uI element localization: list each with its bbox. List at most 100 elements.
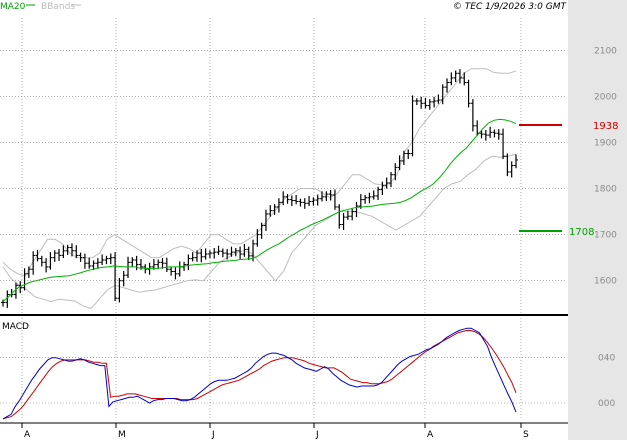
ohlc-bar xyxy=(462,72,467,86)
ohlc-bar xyxy=(440,84,445,105)
ohlc-bar xyxy=(276,198,281,213)
ohlc-bar xyxy=(212,248,217,259)
ohlc-bar xyxy=(220,248,225,258)
month-tick-label: S xyxy=(523,430,529,440)
ohlc-bar xyxy=(453,70,458,83)
ohlc-bar xyxy=(160,258,165,269)
ohlc-bar xyxy=(363,195,368,204)
ohlc-bar xyxy=(156,259,161,269)
ohlc-bar xyxy=(65,244,70,255)
ohlc-bar xyxy=(238,246,243,260)
ohlc-bar xyxy=(164,257,169,272)
ohlc-bar xyxy=(18,281,23,294)
ohlc-bar xyxy=(449,72,454,86)
ohlc-bar xyxy=(483,130,488,141)
ohlc-bar xyxy=(13,282,18,299)
ohlc-bar xyxy=(393,163,398,181)
copyright-text: © TEC 1/9/2026 3:0 GMT xyxy=(453,2,568,12)
ohlc-bar xyxy=(354,201,359,218)
ohlc-bar xyxy=(328,189,333,201)
month-tick-label: A xyxy=(24,430,31,440)
ohlc-bar xyxy=(26,266,31,278)
price-tick-label: 1600 xyxy=(594,277,617,287)
ohlc-bar xyxy=(406,149,411,160)
ohlc-bar xyxy=(216,245,221,255)
price-tick-label: 1900 xyxy=(594,138,617,148)
ohlc-bar xyxy=(74,245,79,259)
ohlc-bar xyxy=(397,155,402,171)
ohlc-bar xyxy=(337,204,342,229)
ohlc-bar xyxy=(367,192,372,204)
ohlc-bar xyxy=(173,267,178,280)
ohlc-bar xyxy=(272,204,277,215)
price-tick-label: 1800 xyxy=(594,185,617,195)
ohlc-bar xyxy=(82,253,87,269)
price-tick-label: 2100 xyxy=(594,46,617,56)
month-tick-label: A xyxy=(427,430,434,440)
ohlc-bar xyxy=(255,229,260,247)
ohlc-bar xyxy=(358,194,363,209)
ohlc-bar xyxy=(108,253,113,265)
ohlc-bar xyxy=(414,98,419,106)
support-label: 1708 xyxy=(569,227,594,238)
ohlc-bar xyxy=(242,243,247,257)
ohlc-bar xyxy=(78,252,83,262)
resistance-label: 1938 xyxy=(593,121,618,132)
ohlc-bar xyxy=(376,186,381,201)
ma20-legend-label: MA20 xyxy=(0,2,26,12)
month-tick-label: J xyxy=(315,430,319,440)
ohlc-bar xyxy=(52,250,57,262)
ohlc-bar xyxy=(199,248,204,263)
ohlc-bar xyxy=(39,255,44,267)
right-axis-band xyxy=(568,0,627,440)
ohlc-bar xyxy=(1,299,5,307)
ohlc-bar xyxy=(436,94,441,104)
ohlc-bar xyxy=(190,252,195,262)
ohlc-bar xyxy=(259,222,264,239)
ohlc-bar xyxy=(341,212,346,231)
ohlc-bar xyxy=(479,130,484,139)
macd-line xyxy=(2,327,517,420)
ohlc-bar xyxy=(194,250,199,262)
ohlc-bar xyxy=(113,252,118,302)
bbands-legend-label: BBands xyxy=(41,2,75,12)
ohlc-bar xyxy=(294,195,299,205)
ohlc-bar xyxy=(345,210,350,220)
ohlc-bar xyxy=(384,177,389,189)
ohlc-bar xyxy=(57,248,62,261)
ohlc-bar xyxy=(268,205,273,217)
ohlc-bar xyxy=(246,246,251,260)
ohlc-bar xyxy=(186,254,191,271)
ohlc-bar xyxy=(332,189,337,210)
ohlc-bar xyxy=(229,246,234,257)
ohlc-bar xyxy=(496,129,501,140)
ohlc-bar xyxy=(263,209,268,231)
ohlc-bar xyxy=(134,255,139,271)
ohlc-bar xyxy=(121,271,126,287)
ohlc-bar xyxy=(177,261,182,277)
ohlc-bar xyxy=(401,150,406,166)
ohlc-bar xyxy=(427,99,432,110)
macd-panel-title: MACD xyxy=(2,322,29,332)
ohlc-bar xyxy=(501,128,506,160)
ohlc-bar xyxy=(225,248,230,260)
ohlc-bar xyxy=(35,249,40,262)
ohlc-bar xyxy=(22,268,27,291)
ohlc-bar xyxy=(419,96,424,109)
ohlc-bar xyxy=(423,97,428,109)
month-tick-label: M xyxy=(118,430,126,440)
bbands-lower-line xyxy=(2,153,517,309)
ohlc-bar xyxy=(307,195,312,207)
ohlc-bar xyxy=(470,99,475,132)
ohlc-bar xyxy=(514,154,518,169)
ohlc-bar xyxy=(233,248,238,257)
ohlc-bar xyxy=(151,259,156,270)
ohlc-bar xyxy=(130,257,135,267)
price-axis-tick-labels: 1600 1700 1800 1900 2000 2100 xyxy=(594,46,617,286)
ohlc-bar xyxy=(207,250,212,259)
macd-tick-label: 040 xyxy=(598,354,615,364)
ohlc-bar xyxy=(281,191,286,206)
ohlc-bar xyxy=(509,161,514,178)
